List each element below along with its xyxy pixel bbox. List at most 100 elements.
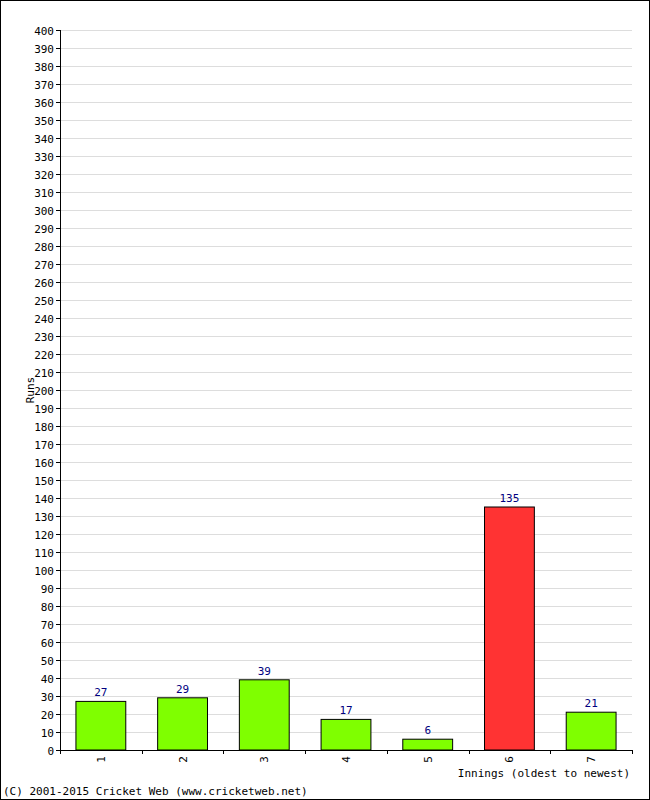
y-tick-label: 70: [41, 619, 54, 632]
y-tick-label: 200: [34, 385, 54, 398]
bars: [76, 507, 616, 750]
bar: [321, 719, 371, 750]
grid-line: [60, 48, 632, 49]
y-tick: [56, 120, 60, 121]
data-label: 135: [499, 492, 519, 505]
y-tick: [56, 300, 60, 301]
y-tick: [56, 174, 60, 175]
y-tick-label: 60: [41, 637, 54, 650]
grid-line: [60, 552, 632, 553]
y-tick-label: 160: [34, 457, 54, 470]
y-tick-label: 120: [34, 529, 54, 542]
y-tick: [56, 282, 60, 283]
y-tick-label: 320: [34, 169, 54, 182]
grid-line: [60, 120, 632, 121]
y-tick: [56, 696, 60, 697]
y-tick-label: 80: [41, 601, 54, 614]
y-tick-label: 50: [41, 655, 54, 668]
y-tick: [56, 462, 60, 463]
grid-line: [60, 336, 632, 337]
grid-line: [60, 138, 632, 139]
y-tick: [56, 390, 60, 391]
y-tick: [56, 480, 60, 481]
y-tick-label: 180: [34, 421, 54, 434]
y-tick: [56, 750, 60, 751]
grid-line: [60, 750, 632, 751]
chart: 0102030405060708090100110120130140150160…: [0, 0, 650, 800]
y-tick: [56, 192, 60, 193]
grid-line: [60, 300, 632, 301]
y-tick-label: 90: [41, 583, 54, 596]
y-tick: [56, 552, 60, 553]
grid-line: [60, 228, 632, 229]
y-tick-label: 220: [34, 349, 54, 362]
y-tick: [56, 30, 60, 31]
y-tick-label: 140: [34, 493, 54, 506]
y-tick: [56, 714, 60, 715]
y-tick-label: 250: [34, 295, 54, 308]
y-tick: [56, 642, 60, 643]
y-tick: [56, 336, 60, 337]
x-tick-label: 5: [422, 756, 435, 763]
y-tick-label: 340: [34, 133, 54, 146]
grid-line: [60, 696, 632, 697]
y-tick-label: 260: [34, 277, 54, 290]
grid-line: [60, 246, 632, 247]
grid-line: [60, 30, 632, 31]
grid-line: [60, 264, 632, 265]
y-tick-label: 380: [34, 61, 54, 74]
x-tick: [550, 750, 551, 754]
y-tick-label: 150: [34, 475, 54, 488]
grid-line: [60, 372, 632, 373]
y-tick-label: 40: [41, 673, 54, 686]
y-tick: [56, 606, 60, 607]
grid-line: [60, 588, 632, 589]
y-tick-label: 240: [34, 313, 54, 326]
x-tick-label: 6: [503, 756, 516, 763]
grid-line: [60, 516, 632, 517]
y-tick: [56, 570, 60, 571]
y-tick: [56, 210, 60, 211]
y-tick-label: 280: [34, 241, 54, 254]
data-label: 17: [339, 704, 352, 717]
x-tick: [60, 750, 61, 754]
y-tick: [56, 660, 60, 661]
grid-line: [60, 678, 632, 679]
y-tick-label: 290: [34, 223, 54, 236]
y-tick: [56, 678, 60, 679]
grid-line: [60, 354, 632, 355]
x-tick-label: 3: [258, 756, 271, 763]
annotation: (C) 2001-2015 Cricket Web (www.cricketwe…: [3, 785, 308, 798]
y-tick-label: 230: [34, 331, 54, 344]
y-tick-label: 190: [34, 403, 54, 416]
bar: [485, 507, 535, 750]
y-tick-label: 330: [34, 151, 54, 164]
grid-line: [60, 408, 632, 409]
y-tick-label: 370: [34, 79, 54, 92]
x-tick-label: 4: [340, 756, 353, 763]
grid-line: [60, 534, 632, 535]
y-tick-label: 310: [34, 187, 54, 200]
y-tick: [56, 102, 60, 103]
y-tick-label: 350: [34, 115, 54, 128]
y-tick: [56, 444, 60, 445]
data-label: 27: [94, 686, 107, 699]
bar: [403, 739, 453, 750]
y-tick-label: 110: [34, 547, 54, 560]
y-tick: [56, 138, 60, 139]
y-tick: [56, 228, 60, 229]
y-tick-label: 210: [34, 367, 54, 380]
y-tick: [56, 498, 60, 499]
x-tick: [632, 750, 633, 754]
grid-line: [60, 462, 632, 463]
y-tick-label: 0: [47, 745, 54, 758]
x-tick-label: 1: [95, 756, 108, 763]
grid-line: [60, 426, 632, 427]
grid-line: [60, 282, 632, 283]
frame: [1, 1, 650, 800]
grid-line: [60, 66, 632, 67]
bar: [158, 698, 208, 750]
y-tick: [56, 354, 60, 355]
x-tick: [469, 750, 470, 754]
y-tick-label: 300: [34, 205, 54, 218]
